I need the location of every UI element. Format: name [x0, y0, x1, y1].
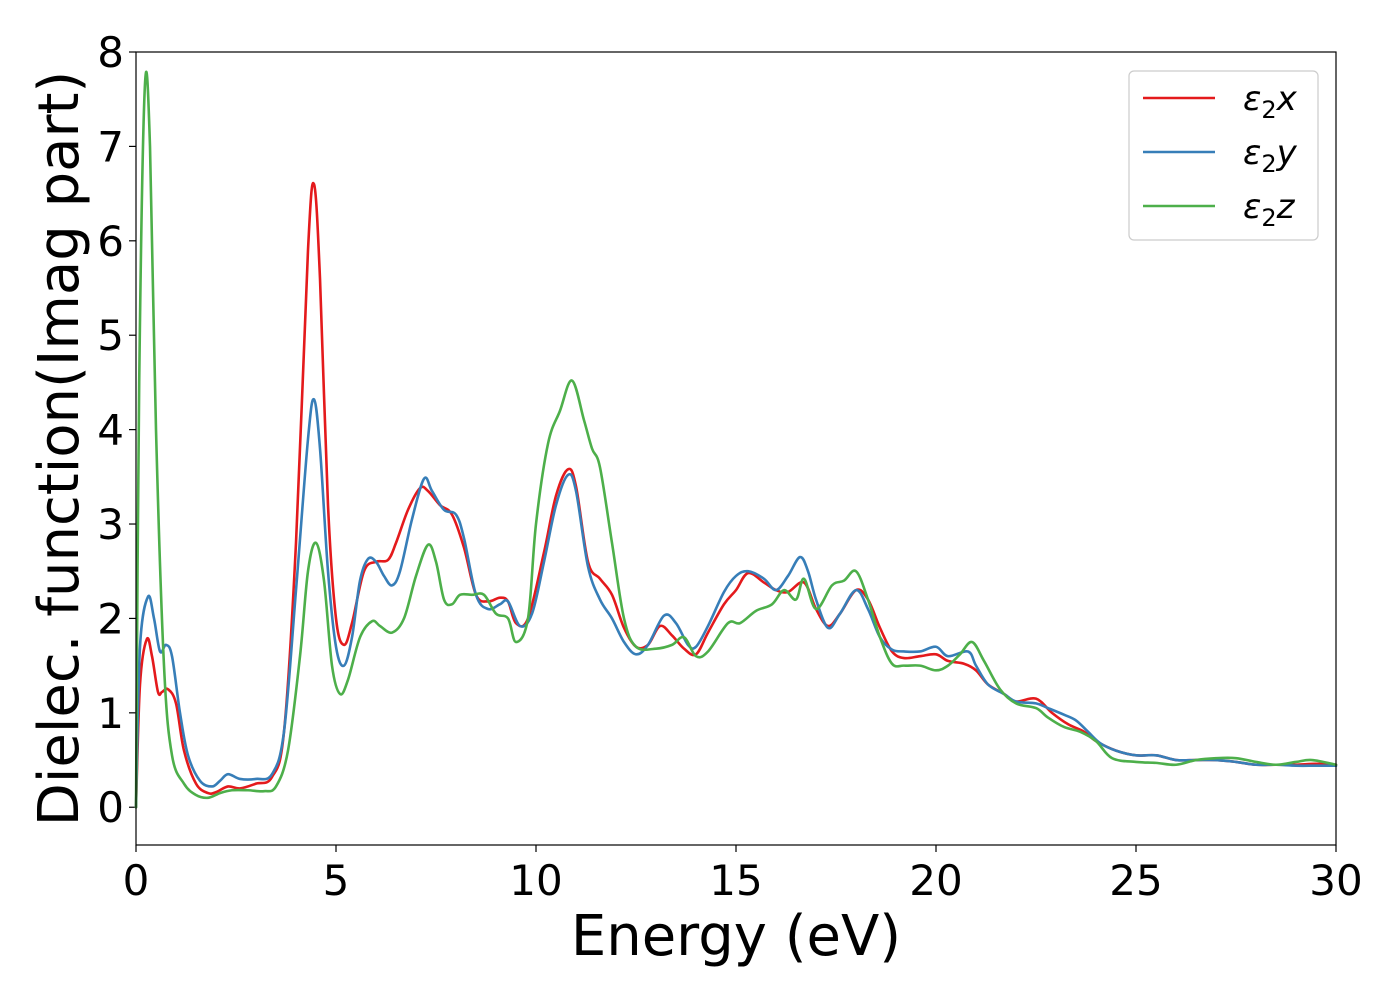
- x-tick-label: 30: [1309, 856, 1362, 905]
- legend: ε2x ε2y ε2z: [1128, 70, 1319, 241]
- y-tick-label: 8: [97, 28, 124, 77]
- y-axis-label: Dielec. function(Imag part): [27, 71, 92, 827]
- legend-label-z: ε2z: [1243, 187, 1296, 232]
- y-tick-label: 7: [97, 122, 124, 171]
- legend-label-y: ε2y: [1243, 133, 1298, 178]
- legend-box: [1128, 70, 1319, 241]
- series-line-y: [134, 398, 1338, 809]
- x-tick-label: 20: [909, 856, 962, 905]
- y-tick-label: 5: [97, 311, 124, 360]
- x-tick-label: 10: [509, 856, 562, 905]
- y-tick-label: 1: [97, 689, 124, 738]
- y-tick-label: 4: [97, 406, 124, 455]
- x-tick-label: 15: [709, 856, 762, 905]
- x-tick-label: 25: [1109, 856, 1162, 905]
- y-axis-ticks: 0 1 2 3 4 5 6 7 8: [97, 28, 136, 832]
- y-tick-label: 2: [97, 594, 124, 643]
- legend-label-x: ε2x: [1243, 79, 1298, 124]
- series-lines: [134, 70, 1338, 809]
- x-tick-label: 0: [123, 856, 150, 905]
- y-tick-label: 3: [97, 500, 124, 549]
- series-line-z: [134, 70, 1338, 809]
- y-tick-label: 6: [97, 217, 124, 266]
- series-line-x: [134, 181, 1338, 809]
- x-axis-label: Energy (eV): [571, 904, 901, 969]
- plot-frame: [135, 51, 1337, 846]
- x-axis-ticks: 0 5 10 15 20 25 30: [123, 845, 1363, 905]
- y-tick-label: 0: [97, 783, 124, 832]
- x-tick-label: 5: [323, 856, 350, 905]
